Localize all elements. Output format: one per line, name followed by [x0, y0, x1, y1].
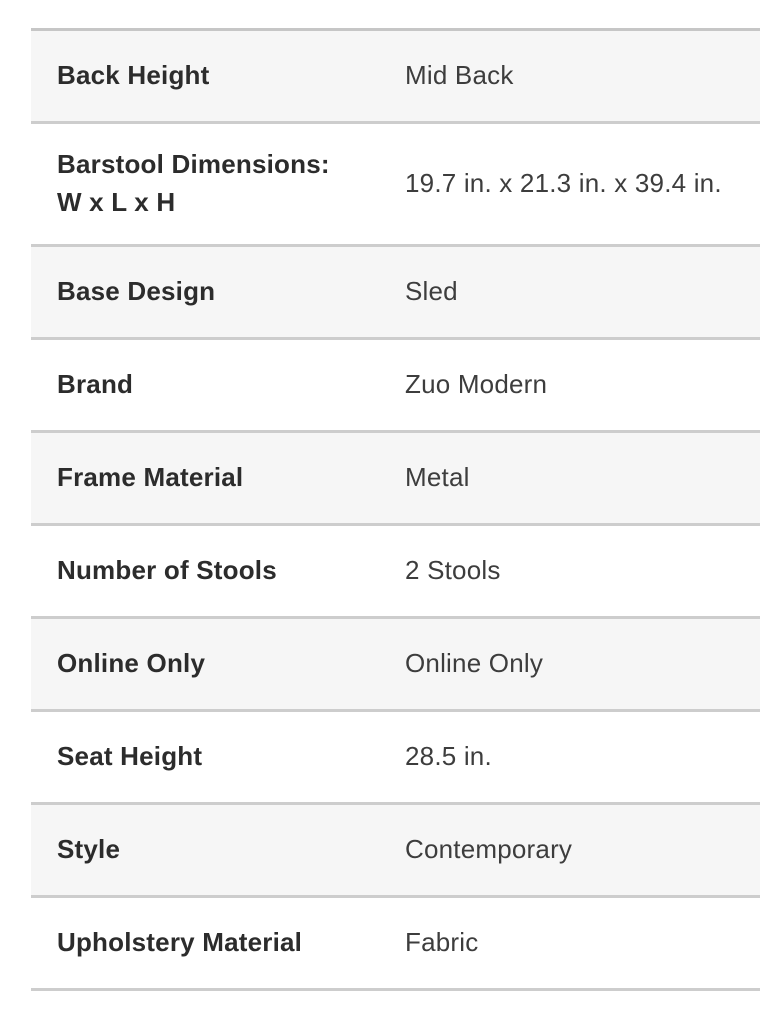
spec-row: Back Height Mid Back: [31, 31, 760, 124]
spec-label: Online Only: [57, 648, 206, 679]
spec-row: Online Only Online Only: [31, 619, 760, 712]
spec-value: Metal: [405, 462, 470, 493]
spec-row: Number of Stools 2 Stools: [31, 526, 760, 619]
spec-row: Seat Height 28.5 in.: [31, 712, 760, 805]
spec-label: Base Design: [57, 276, 216, 307]
spec-value: Mid Back: [405, 60, 514, 91]
spec-value: Contemporary: [405, 834, 573, 865]
spec-label: Number of Stools: [57, 555, 277, 586]
spec-label: Back Height: [57, 60, 210, 91]
spec-value: Online Only: [405, 648, 544, 679]
spec-row: Style Contemporary: [31, 805, 760, 898]
spec-label: Barstool Dimensions: W x L x H: [57, 149, 330, 217]
spec-label: Seat Height: [57, 741, 203, 772]
spec-value: Fabric: [405, 927, 479, 958]
spec-value: Sled: [405, 276, 458, 307]
spec-label: Frame Material: [57, 462, 244, 493]
specifications-table: Back Height Mid Back Barstool Dimensions…: [31, 28, 760, 991]
spec-value: 19.7 in. x 21.3 in. x 39.4 in.: [405, 168, 722, 199]
spec-row: Upholstery Material Fabric: [31, 898, 760, 991]
spec-row: Barstool Dimensions: W x L x H 19.7 in. …: [31, 124, 760, 247]
spec-row: Base Design Sled: [31, 247, 760, 340]
spec-row: Frame Material Metal: [31, 433, 760, 526]
spec-label: Style: [57, 834, 121, 865]
spec-value: Zuo Modern: [405, 369, 548, 400]
spec-value: 28.5 in.: [405, 741, 492, 772]
spec-value: 2 Stools: [405, 555, 501, 586]
spec-row: Brand Zuo Modern: [31, 340, 760, 433]
spec-label: Brand: [57, 369, 134, 400]
spec-label: Upholstery Material: [57, 927, 303, 958]
